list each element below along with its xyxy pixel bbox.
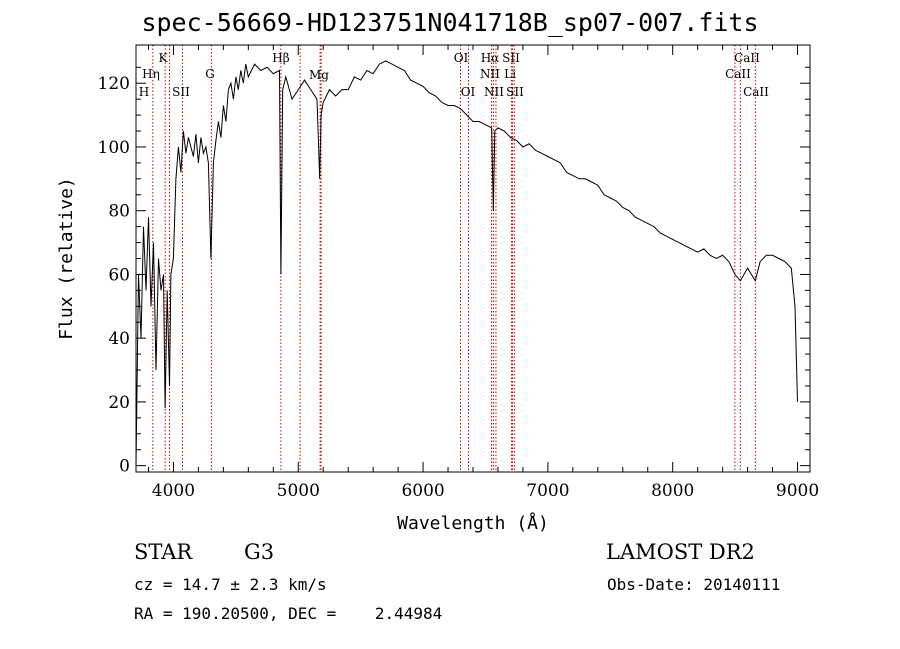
y-tick-label: 120 <box>98 74 130 94</box>
y-tick-label: 40 <box>108 329 130 349</box>
line-label: Mg <box>309 68 329 82</box>
axes-layer: 4000 5000 6000 7000 8000 9000 0 20 40 60 80 100 120 W… <box>56 44 819 534</box>
line-label: Hη <box>142 67 160 81</box>
y-tick-label: 80 <box>108 202 130 222</box>
x-tick-label: 7000 <box>526 481 569 501</box>
object-class: STAR <box>134 540 193 564</box>
x-tick-label: 5000 <box>277 481 320 501</box>
line-label: Li <box>504 67 516 81</box>
line-label: SII <box>502 51 520 65</box>
line-label: Hα <box>481 51 500 65</box>
object-subclass: G3 <box>244 540 275 564</box>
line-label: SII <box>506 85 524 99</box>
y-axis-label: Flux (relative) <box>56 177 77 340</box>
spectral-lines-layer <box>152 45 756 472</box>
line-label: CaII <box>725 67 751 81</box>
survey-name: LAMOST DR2 <box>606 540 755 564</box>
y-tick-label: 0 <box>119 457 130 477</box>
redshift-text: cz = 14.7 ± 2.3 km/s <box>134 575 327 594</box>
obs-date: Obs-Date: 20140111 <box>607 575 781 594</box>
plot-frame <box>135 44 811 473</box>
y-tick-label: 100 <box>98 138 130 158</box>
spectrum-line <box>135 60 798 466</box>
x-tick-label: 6000 <box>401 481 444 501</box>
line-label: H <box>139 85 149 99</box>
line-label: NII <box>480 67 500 81</box>
line-label: CaII <box>743 85 769 99</box>
spectrum-layer <box>135 60 798 466</box>
line-label: K <box>159 51 169 65</box>
line-label: Hβ <box>272 51 289 65</box>
x-tick-label: 9000 <box>776 481 819 501</box>
line-label: OI <box>454 51 469 65</box>
x-tick-label: 8000 <box>651 481 694 501</box>
x-tick-label: 4000 <box>152 481 195 501</box>
line-label: SII <box>172 85 190 99</box>
line-label: NII <box>484 85 504 99</box>
line-label: G <box>205 67 215 81</box>
line-label: OI <box>461 85 476 99</box>
chart-title: spec-56669-HD123751N041718B_sp07-007.fit… <box>141 8 759 37</box>
x-axis-label: Wavelength (Å) <box>397 512 549 534</box>
y-tick-label: 20 <box>108 393 130 413</box>
line-label: CaII <box>734 51 760 65</box>
ra-dec: RA = 190.20500, DEC = 2.44984 <box>134 604 443 623</box>
y-tick-label: 60 <box>108 265 130 285</box>
